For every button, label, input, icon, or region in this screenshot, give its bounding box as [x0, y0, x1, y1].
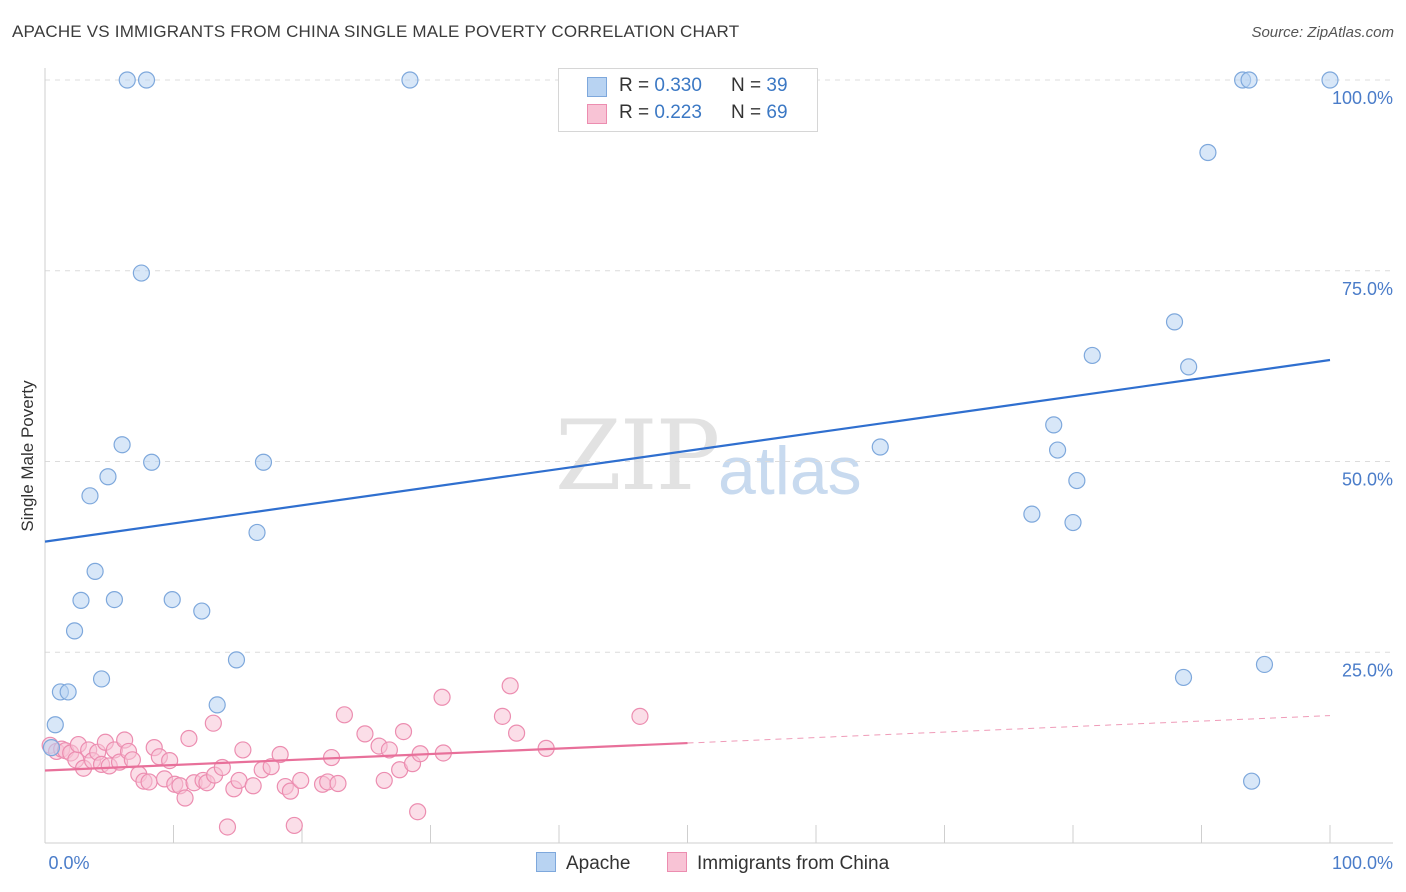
- bottom-legend-apache: Apache: [536, 852, 630, 875]
- apache-point: [871, 438, 889, 456]
- apache-point: [113, 436, 131, 454]
- x-tick-label-min: 0.0%: [48, 853, 89, 873]
- apache-point: [1165, 313, 1184, 331]
- apache-point: [1083, 346, 1101, 365]
- apache-point: [42, 739, 61, 757]
- apache-point: [132, 264, 150, 282]
- apache-point: [1064, 513, 1082, 532]
- correlation-legend: R = 0.330 N = 39 R = 0.223 N = 69: [558, 68, 818, 132]
- china-legend-icon: [667, 852, 687, 872]
- apache-point: [86, 562, 104, 580]
- apache-point: [1240, 71, 1258, 89]
- apache-trend-line: [44, 358, 1331, 543]
- china-point: [271, 745, 289, 764]
- china-point: [409, 803, 427, 821]
- legend-r-china: R = 0.223: [619, 102, 702, 123]
- apache-point: [1045, 416, 1063, 434]
- apache-point: [1048, 441, 1067, 459]
- apache-point: [208, 696, 226, 714]
- x-tick-label-max: 100.0%: [1332, 853, 1393, 873]
- apache-point: [401, 71, 419, 89]
- china-point: [281, 782, 300, 800]
- chart-title: APACHE VS IMMIGRANTS FROM CHINA SINGLE M…: [12, 22, 740, 41]
- legend-row-apache: R = 0.330 N = 39: [559, 75, 815, 101]
- china-point: [501, 677, 519, 695]
- legend-r-apache: R = 0.330: [619, 75, 702, 96]
- apache-point: [59, 683, 77, 701]
- apache-point: [72, 591, 90, 609]
- apache-point: [46, 716, 64, 734]
- china-swatch-icon: [587, 104, 607, 124]
- y-tick-label: 75.0%: [1342, 279, 1393, 299]
- legend-n-apache: N = 39: [731, 75, 788, 96]
- china-point: [292, 771, 310, 790]
- china-point: [631, 707, 649, 725]
- china-point: [180, 729, 198, 748]
- bottom-legend-apache-label: Apache: [566, 853, 631, 874]
- apache-point: [254, 453, 273, 471]
- apache-point: [118, 71, 136, 89]
- apache-point: [105, 591, 123, 609]
- china-point: [329, 774, 347, 793]
- china-point: [375, 771, 393, 790]
- china-point: [244, 777, 262, 795]
- apache-point: [143, 453, 161, 471]
- apache-swatch-icon: [587, 77, 607, 97]
- apache-legend-icon: [536, 852, 556, 872]
- bottom-legend-china-label: Immigrants from China: [697, 853, 890, 874]
- legend-row-china: R = 0.223 N = 69: [559, 102, 815, 128]
- apache-point: [65, 622, 84, 640]
- china-point: [285, 816, 303, 835]
- source-label: Source: ZipAtlas.com: [1251, 24, 1394, 41]
- china-point: [394, 723, 413, 741]
- apache-point: [1174, 668, 1193, 687]
- y-tick-label: 50.0%: [1342, 470, 1393, 490]
- china-trend-line-extrapolated: [687, 715, 1331, 744]
- china-point: [380, 741, 398, 759]
- china-point: [356, 725, 374, 743]
- y-tick-label: 25.0%: [1342, 660, 1393, 680]
- apache-point: [1199, 143, 1217, 162]
- china-point: [123, 751, 141, 769]
- watermark-atlas: atlas: [718, 433, 862, 509]
- apache-point: [1243, 772, 1261, 790]
- china-point: [262, 758, 280, 776]
- apache-point: [99, 468, 117, 486]
- china-point: [176, 789, 194, 807]
- china-trend-line: [44, 741, 688, 772]
- apache-point: [92, 670, 111, 688]
- apache-point: [1321, 71, 1339, 89]
- china-point: [507, 724, 526, 742]
- apache-point: [1068, 471, 1086, 490]
- apache-point: [193, 602, 211, 620]
- apache-point: [227, 651, 246, 669]
- apache-point: [1255, 655, 1274, 674]
- china-point: [234, 741, 252, 759]
- apache-point: [163, 591, 181, 609]
- china-point: [493, 707, 512, 725]
- china-point: [204, 714, 222, 732]
- china-point: [140, 773, 158, 791]
- apache-point: [1180, 358, 1198, 376]
- china-point: [218, 818, 237, 836]
- y-tick-label: 100.0%: [1332, 88, 1393, 108]
- legend-n-china: N = 69: [731, 102, 788, 123]
- china-point: [335, 706, 354, 724]
- bottom-legend-china: Immigrants from China: [667, 852, 889, 875]
- apache-point: [1023, 505, 1041, 523]
- china-point: [433, 688, 451, 706]
- apache-point: [81, 487, 99, 505]
- watermark-zip: ZIP: [555, 400, 720, 512]
- apache-point: [137, 71, 156, 89]
- apache-point: [248, 523, 266, 542]
